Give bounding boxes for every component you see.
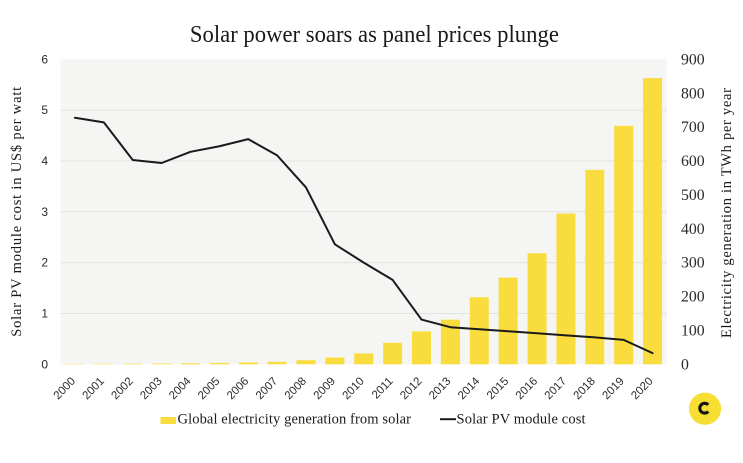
svg-text:6: 6 <box>41 52 48 66</box>
svg-text:Solar PV module cost: Solar PV module cost <box>457 412 586 428</box>
svg-text:1: 1 <box>41 307 48 321</box>
svg-text:900: 900 <box>681 51 705 68</box>
svg-text:300: 300 <box>681 255 705 272</box>
svg-text:500: 500 <box>681 187 705 204</box>
svg-text:3: 3 <box>41 205 48 219</box>
svg-text:700: 700 <box>681 119 705 136</box>
svg-text:600: 600 <box>681 153 705 170</box>
svg-text:100: 100 <box>681 323 705 340</box>
svg-text:Solar PV module cost in US$ pe: Solar PV module cost in US$ per watt <box>9 87 25 337</box>
svg-text:800: 800 <box>681 85 705 102</box>
svg-text:0: 0 <box>681 356 689 373</box>
svg-text:Global electricity generation: Global electricity generation from solar <box>178 412 412 428</box>
svg-text:400: 400 <box>681 221 705 238</box>
svg-text:2: 2 <box>41 256 48 270</box>
svg-text:0: 0 <box>41 357 48 371</box>
svg-text:Electricity generation in TWh: Electricity generation in TWh per year <box>719 88 735 338</box>
svg-text:200: 200 <box>681 289 705 306</box>
svg-text:5: 5 <box>41 103 48 117</box>
svg-text:Solar power soars as panel pri: Solar power soars as panel prices plunge <box>190 22 559 48</box>
svg-text:4: 4 <box>41 154 48 168</box>
